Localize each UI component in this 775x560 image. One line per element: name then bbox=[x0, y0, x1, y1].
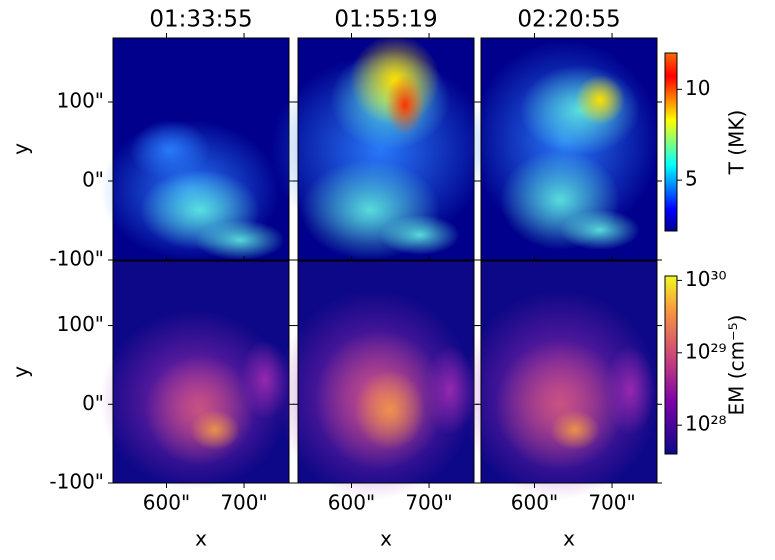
x-axis-label: x bbox=[563, 527, 575, 551]
emission bbox=[495, 340, 625, 470]
emission bbox=[380, 215, 460, 255]
x-tick-label: 600" bbox=[328, 491, 375, 515]
y-tick-label: 100" bbox=[57, 312, 104, 336]
y-axis-label: y bbox=[9, 366, 33, 378]
colorbar-tick-label: 5 bbox=[685, 167, 698, 191]
emission bbox=[195, 220, 285, 260]
emission bbox=[130, 120, 210, 180]
x-axis-label: x bbox=[380, 527, 392, 551]
colorbar bbox=[664, 275, 678, 455]
y-tick-label: -100" bbox=[49, 470, 104, 494]
panel-frame bbox=[480, 37, 658, 261]
y-tick-label: 0" bbox=[82, 167, 104, 191]
emission bbox=[605, 345, 655, 435]
panel-title: 01:55:19 bbox=[334, 7, 437, 33]
y-tick-label: 100" bbox=[57, 88, 104, 112]
x-tick-label: 700" bbox=[588, 491, 635, 515]
x-tick-label: 700" bbox=[405, 491, 452, 515]
emission bbox=[575, 75, 625, 125]
x-tick-label: 600" bbox=[511, 491, 558, 515]
emission bbox=[550, 410, 600, 450]
colorbar-tick-label: 10 bbox=[685, 76, 710, 100]
colorbar-label: T (MK) bbox=[725, 110, 749, 176]
y-axis-label: y bbox=[9, 143, 33, 155]
panel-frame bbox=[480, 260, 658, 484]
panel-title: 02:20:55 bbox=[517, 7, 620, 33]
y-tick-label: -100" bbox=[49, 247, 104, 271]
colorbar-tick-label: 10³⁰ bbox=[685, 267, 726, 291]
colorbar-tick-label: 10²⁹ bbox=[685, 339, 726, 363]
emission bbox=[145, 355, 255, 465]
panel-title: 01:33:55 bbox=[149, 7, 252, 33]
emission bbox=[385, 75, 425, 135]
x-tick-label: 600" bbox=[143, 491, 190, 515]
x-tick-label: 700" bbox=[220, 491, 267, 515]
colorbar bbox=[664, 52, 678, 232]
y-tick-label: 0" bbox=[82, 391, 104, 415]
emission bbox=[190, 410, 240, 450]
emission bbox=[355, 370, 425, 450]
colorbar-label: EM (cm⁻⁵) bbox=[725, 315, 749, 416]
colorbar-tick-label: 10²⁸ bbox=[685, 412, 726, 436]
x-axis-label: x bbox=[195, 527, 207, 551]
emission bbox=[560, 210, 640, 250]
